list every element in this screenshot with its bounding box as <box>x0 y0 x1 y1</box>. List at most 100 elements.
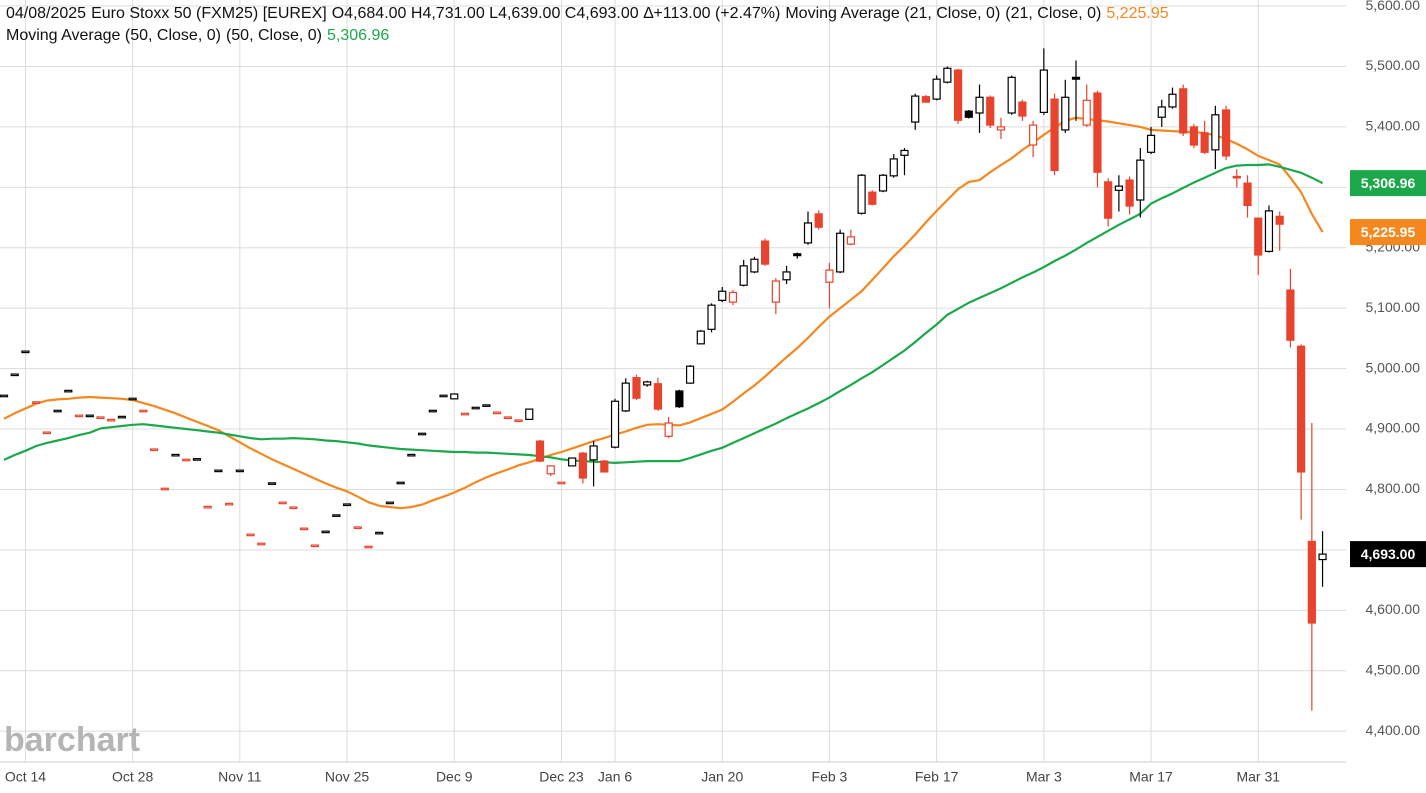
candle-body <box>1264 210 1274 252</box>
candle-body <box>1189 126 1199 146</box>
candle-body <box>214 469 223 473</box>
candle-body <box>632 377 641 399</box>
candle-body <box>900 149 909 156</box>
candle-body <box>1200 132 1209 153</box>
candle-body <box>578 452 587 479</box>
candle-body <box>353 526 362 530</box>
candle-body <box>450 393 459 400</box>
candle-body <box>986 96 995 126</box>
candle-body <box>117 415 127 419</box>
candle-body <box>171 453 180 457</box>
x-tick-label: Feb 3 <box>812 769 848 785</box>
legend-line-2: Moving Average (50, Close, 0) (50, Close,… <box>6 26 394 46</box>
candle-body <box>846 236 855 245</box>
candle-body <box>1050 98 1059 172</box>
x-tick-label: Mar 3 <box>1026 769 1062 785</box>
candle-body <box>278 501 287 505</box>
candle-body <box>257 542 266 546</box>
candle-body <box>85 414 94 418</box>
candle-body <box>0 394 9 398</box>
candle-body <box>1136 159 1145 201</box>
candle-body <box>1307 540 1316 624</box>
candle-body <box>653 383 663 410</box>
candle-body <box>10 373 19 377</box>
candle-body <box>932 78 941 100</box>
candle-body <box>728 291 738 303</box>
x-tick-label: Feb 17 <box>915 769 959 785</box>
candle-body <box>32 401 41 404</box>
candle-body <box>675 390 684 408</box>
candle-body <box>74 414 84 418</box>
candle-body <box>1286 289 1295 341</box>
candle-body <box>107 418 116 422</box>
candle-body <box>1318 553 1327 561</box>
candle-body <box>1211 114 1220 151</box>
candle-body <box>793 253 802 257</box>
candle-body <box>1254 217 1263 256</box>
candle-body <box>557 481 566 485</box>
candle-body <box>1093 92 1102 173</box>
candle-body <box>407 453 416 457</box>
candle-body <box>428 409 437 413</box>
candle-body <box>182 458 191 462</box>
x-tick-label: Mar 17 <box>1129 769 1173 785</box>
candle-body <box>750 258 759 273</box>
candle-body <box>825 269 834 283</box>
candle-body <box>600 460 609 473</box>
candle-body <box>1297 345 1306 473</box>
candle-body <box>149 448 159 452</box>
candle-body <box>246 533 255 537</box>
candle-body <box>342 503 352 507</box>
legend-change: ∆+113.00 (+2.47%) <box>643 5 781 22</box>
candle-body <box>1232 175 1241 179</box>
candle-body <box>439 394 448 398</box>
candle-body <box>1125 179 1134 207</box>
x-tick-label: Jan 6 <box>598 769 632 785</box>
legend-ma50-value: 5,306.96 <box>326 27 390 44</box>
candle-body <box>857 174 866 214</box>
y-tick-label: 4,600.00 <box>1366 601 1421 617</box>
candle-body <box>878 174 888 192</box>
x-tick-label: Mar 31 <box>1236 769 1280 785</box>
candle-body <box>332 514 341 517</box>
candle-body <box>1082 99 1091 126</box>
candle-body <box>1157 106 1166 118</box>
x-tick-label: Dec 9 <box>436 769 473 785</box>
candle-body <box>568 457 577 467</box>
price-tag <box>1350 170 1426 197</box>
candle-body <box>139 409 148 413</box>
moving-average-line <box>3 163 1324 465</box>
candle-body <box>836 232 845 273</box>
candle-body <box>868 191 877 205</box>
y-tick-label: 5,500.00 <box>1366 57 1421 73</box>
candle-body <box>1061 96 1070 131</box>
candle-body <box>771 280 780 303</box>
x-tick-label: Oct 14 <box>5 769 46 785</box>
candle-body <box>385 501 395 505</box>
candle-body <box>911 95 920 123</box>
candle-body <box>953 69 963 121</box>
price-tag-label: 5,225.95 <box>1361 224 1416 240</box>
candle-body <box>289 506 298 510</box>
candle-body <box>396 481 405 485</box>
candle-body <box>493 411 502 415</box>
candle-body <box>1039 69 1048 113</box>
legend-date: 04/08/2025 <box>6 5 87 22</box>
candle-body <box>1029 124 1038 146</box>
candle-body <box>96 416 105 420</box>
y-tick-label: 4,900.00 <box>1366 420 1421 436</box>
candle-body <box>782 271 791 281</box>
candle-body <box>42 431 51 435</box>
candle-body <box>203 505 212 509</box>
candle-body <box>525 408 534 420</box>
x-tick-label: Nov 11 <box>218 769 262 785</box>
candle-body <box>943 67 952 83</box>
candle-body <box>535 440 545 462</box>
candle-body <box>364 545 373 549</box>
candle-body <box>1275 215 1284 225</box>
candle-body <box>1243 182 1252 207</box>
moving-average-line <box>3 116 1324 510</box>
legend-ma21-params: (21, Close, 0) <box>1005 5 1102 22</box>
